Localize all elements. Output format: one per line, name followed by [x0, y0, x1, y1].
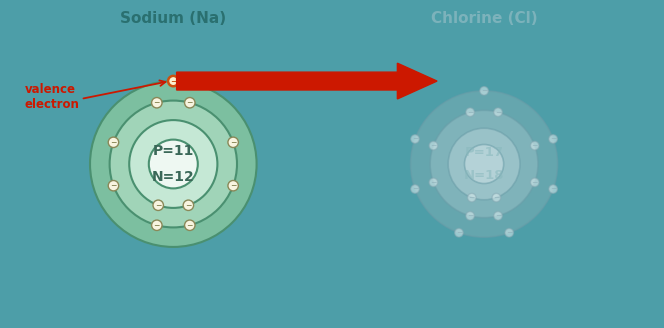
Ellipse shape	[455, 229, 463, 237]
Text: −: −	[430, 141, 437, 150]
Ellipse shape	[129, 120, 217, 208]
Text: −: −	[430, 178, 437, 187]
Text: −: −	[187, 98, 193, 107]
Ellipse shape	[480, 87, 488, 95]
Text: −: −	[481, 86, 487, 95]
Ellipse shape	[108, 137, 119, 148]
Ellipse shape	[228, 180, 238, 191]
Ellipse shape	[465, 145, 504, 183]
Ellipse shape	[168, 76, 179, 86]
Ellipse shape	[429, 141, 438, 150]
Text: N=12: N=12	[152, 170, 195, 184]
Ellipse shape	[467, 194, 476, 202]
Text: −: −	[532, 178, 538, 187]
Text: −: −	[550, 134, 556, 143]
Text: −: −	[456, 228, 462, 237]
Ellipse shape	[448, 128, 520, 200]
Ellipse shape	[151, 97, 162, 108]
Ellipse shape	[494, 212, 502, 220]
Ellipse shape	[549, 135, 557, 143]
Text: Sodium (Na): Sodium (Na)	[120, 11, 226, 26]
Text: P=11: P=11	[153, 144, 194, 158]
Text: P=17: P=17	[465, 146, 503, 159]
Ellipse shape	[494, 108, 502, 116]
Ellipse shape	[110, 101, 237, 227]
Text: −: −	[493, 193, 499, 202]
Ellipse shape	[411, 185, 419, 193]
Ellipse shape	[492, 194, 501, 202]
Ellipse shape	[411, 135, 419, 143]
Ellipse shape	[153, 200, 163, 211]
Text: Chlorine (Cl): Chlorine (Cl)	[431, 11, 537, 26]
Ellipse shape	[466, 108, 474, 116]
Ellipse shape	[228, 137, 238, 148]
Text: −: −	[495, 108, 501, 117]
Text: −: −	[153, 98, 160, 107]
Ellipse shape	[90, 81, 256, 247]
Text: −: −	[110, 138, 117, 147]
Text: −: −	[230, 181, 236, 190]
Text: −: −	[532, 141, 538, 150]
Text: −: −	[506, 228, 513, 237]
Ellipse shape	[183, 200, 194, 211]
Text: −: −	[230, 138, 236, 147]
Text: −: −	[412, 185, 418, 194]
Text: −: −	[155, 201, 161, 210]
Text: −: −	[469, 193, 475, 202]
Text: −: −	[170, 76, 177, 86]
Ellipse shape	[531, 178, 539, 187]
Text: −: −	[550, 185, 556, 194]
Ellipse shape	[466, 212, 474, 220]
Ellipse shape	[151, 220, 162, 231]
Text: −: −	[467, 211, 473, 220]
Ellipse shape	[549, 185, 557, 193]
Ellipse shape	[185, 220, 195, 231]
Text: −: −	[185, 201, 192, 210]
Text: −: −	[153, 221, 160, 230]
FancyArrow shape	[177, 63, 437, 99]
Text: −: −	[187, 221, 193, 230]
Text: −: −	[467, 108, 473, 117]
Text: valence
electron: valence electron	[25, 83, 80, 111]
Ellipse shape	[505, 229, 513, 237]
Ellipse shape	[410, 91, 558, 237]
Ellipse shape	[531, 141, 539, 150]
Ellipse shape	[430, 110, 538, 218]
Text: N=18: N=18	[464, 169, 505, 182]
Text: −: −	[495, 211, 501, 220]
Text: −: −	[412, 134, 418, 143]
Ellipse shape	[185, 97, 195, 108]
Ellipse shape	[429, 178, 438, 187]
Ellipse shape	[149, 140, 198, 188]
Text: −: −	[110, 181, 117, 190]
Ellipse shape	[108, 180, 119, 191]
